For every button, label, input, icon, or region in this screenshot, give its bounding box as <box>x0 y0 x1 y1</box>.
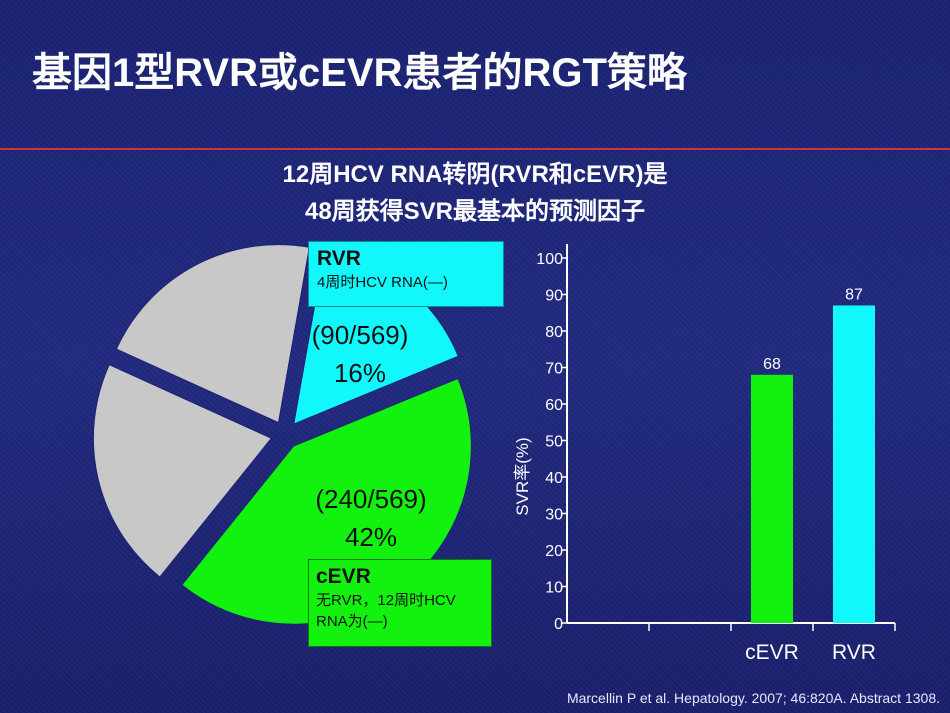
subtitle: 12周HCV RNA转阴(RVR和cEVR)是 48周获得SVR最基本的预测因子 <box>0 156 950 230</box>
rvr-label-box: RVR 4周时HCV RNA(—) <box>308 241 504 307</box>
pie-slice-other-1 <box>92 364 273 578</box>
y-tick-label: 80 <box>545 324 563 341</box>
y-tick-label: 40 <box>545 470 563 487</box>
pie-slice-other-2 <box>115 244 310 424</box>
y-tick-label: 60 <box>545 397 563 414</box>
rvr-slice-count: (90/569) <box>311 320 409 350</box>
y-tick-label: 70 <box>545 361 563 378</box>
cevr-slice-count: (240/569) <box>315 484 427 514</box>
cevr-slice-label: (240/569) 42% <box>296 480 446 556</box>
slide-title: 基因1型RVR或cEVR患者的RGT策略 <box>32 51 687 95</box>
bar-cevr <box>751 374 793 623</box>
x-category-label: cEVR <box>745 641 799 664</box>
y-tick-label: 90 <box>545 288 563 305</box>
y-axis-title: SVR率(%) <box>513 437 532 515</box>
y-tick-label: 20 <box>545 543 563 560</box>
bar-rvr <box>833 305 875 623</box>
y-tick-label: 0 <box>554 616 563 633</box>
bar-data-label: 68 <box>763 356 781 373</box>
rvr-box-desc: 4周时HCV RNA(—) <box>317 274 448 291</box>
bar-data-label: 87 <box>845 286 863 303</box>
rvr-slice-percent: 16% <box>333 358 387 388</box>
cevr-label-box: cEVR 无RVR，12周时HCV RNA为(—) <box>308 559 492 647</box>
cevr-box-desc-line-2: RNA为(—) <box>316 613 388 630</box>
rvr-box-title: RVR <box>317 247 361 270</box>
citation: Marcellin P et al. Hepatology. 2007; 46:… <box>566 690 940 706</box>
cevr-box-title: cEVR <box>316 565 371 588</box>
cevr-box-desc-line-1: 无RVR，12周时HCV <box>316 592 456 609</box>
y-tick-label: 10 <box>545 580 563 597</box>
subtitle-line-1: 12周HCV RNA转阴(RVR和cEVR)是 <box>282 161 668 188</box>
rvr-slice-label: (90/569) 16% <box>298 316 422 392</box>
y-tick-label: 50 <box>545 434 563 451</box>
subtitle-line-2: 48周获得SVR最基本的预测因子 <box>304 198 646 225</box>
x-category-label: RVR <box>832 641 876 664</box>
title-divider <box>0 148 950 150</box>
cevr-slice-percent: 42% <box>344 522 398 552</box>
y-tick-label: 100 <box>536 251 563 268</box>
y-tick-label: 30 <box>545 507 563 524</box>
